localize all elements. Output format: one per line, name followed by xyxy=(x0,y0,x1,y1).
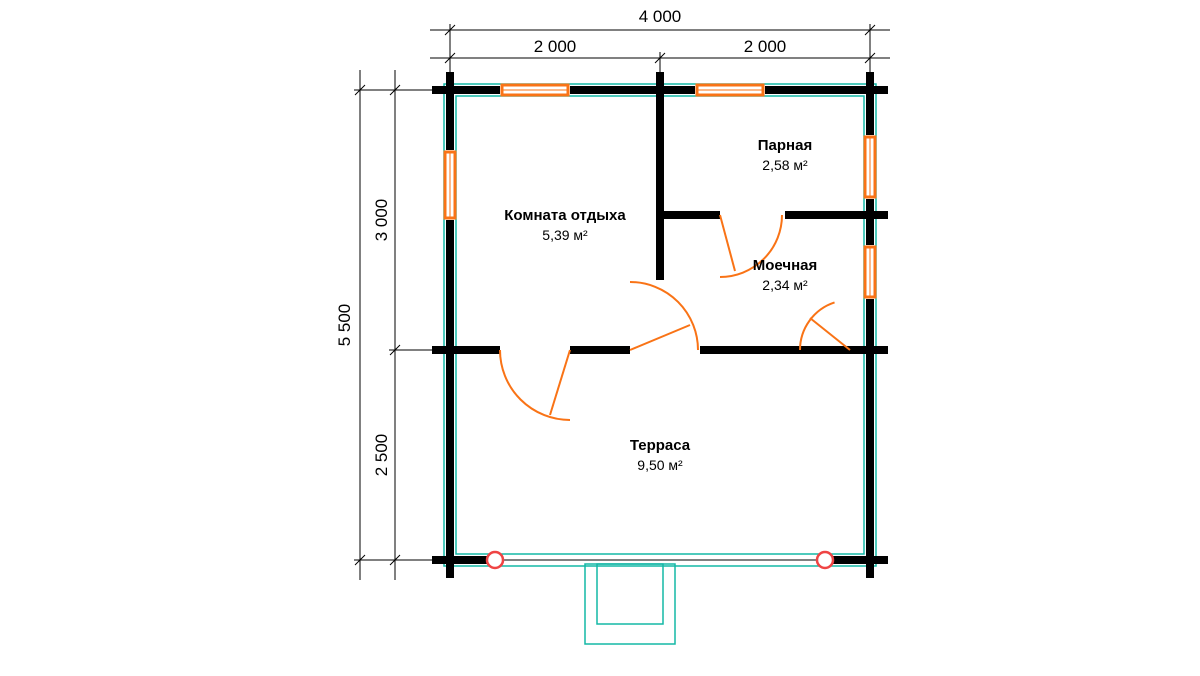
room-wash-name: Моечная xyxy=(753,257,818,274)
door-rest-wash xyxy=(630,325,690,350)
room-steam-name: Парная xyxy=(758,137,812,154)
entry-step-outer xyxy=(585,564,675,644)
room-rest-area: 5,39 м² xyxy=(542,227,588,243)
dim-label-top-right: 2 000 xyxy=(744,37,787,56)
dim-label-top-outer: 4 000 xyxy=(639,7,682,26)
floor-plan: 4 000 2 000 2 000 5 500 3 000 2 500 Комната от… xyxy=(0,0,1200,676)
door-wash xyxy=(810,318,850,350)
door-rest-terrace xyxy=(550,350,570,415)
room-rest-name: Комната отдыха xyxy=(504,207,626,224)
room-terrace-name: Терраса xyxy=(630,437,691,454)
room-steam-area: 2,58 м² xyxy=(762,157,808,173)
room-wash-area: 2,34 м² xyxy=(762,277,808,293)
post-left xyxy=(487,552,503,568)
entry-step-inner xyxy=(597,564,663,624)
dim-label-left-lower: 2 500 xyxy=(372,434,391,477)
dim-label-left-outer: 5 500 xyxy=(335,304,354,347)
post-right xyxy=(817,552,833,568)
room-terrace-area: 9,50 м² xyxy=(637,457,683,473)
dim-label-top-left: 2 000 xyxy=(534,37,577,56)
dim-label-left-upper: 3 000 xyxy=(372,199,391,242)
door-steam-wash xyxy=(720,215,735,271)
